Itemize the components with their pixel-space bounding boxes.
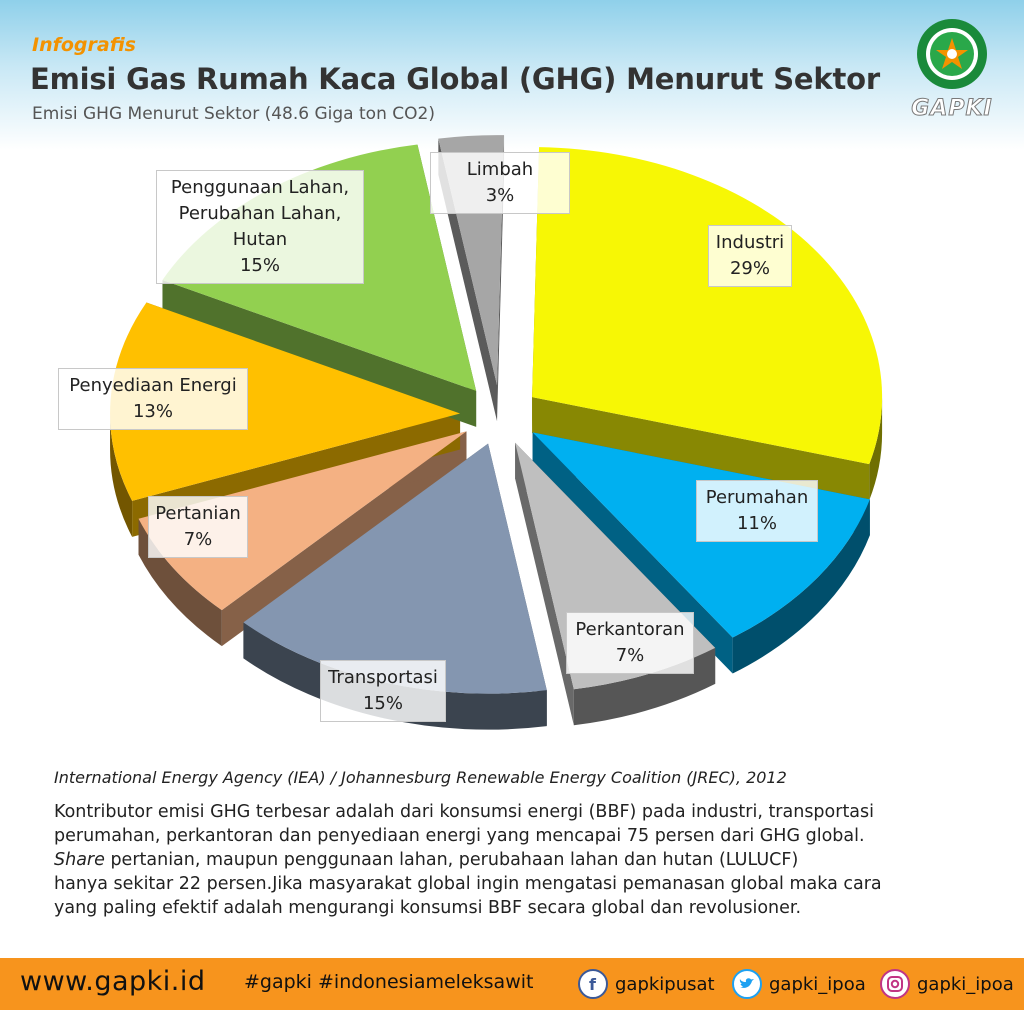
pie-slice-industri-side	[869, 397, 883, 501]
facebook-handle: gapkipusat	[615, 973, 715, 995]
label-perumahan: Perumahan 11%	[696, 480, 818, 542]
pie-slice-perumahan-side	[732, 499, 870, 674]
description-line-4: hanya sekitar 22 persen.Jika masyarakat …	[54, 874, 882, 894]
label-perkantoran-name: Perkantoran	[575, 619, 685, 640]
pie-chart	[110, 135, 883, 730]
label-limbah-pct: 3%	[485, 185, 515, 206]
label-perkantoran: Perkantoran 7%	[566, 612, 694, 674]
label-pertanian-name: Pertanian	[155, 503, 241, 524]
pie-slice-industri-wall-end	[532, 397, 870, 501]
pie-slice-perkantoran-wall-end	[515, 442, 574, 726]
label-lahan-pct: 15%	[239, 255, 280, 276]
pie-slice-industri	[532, 147, 883, 465]
description-line-5: yang paling efektif adalah mengurangi ko…	[54, 898, 802, 918]
instagram-icon	[880, 969, 910, 999]
svg-text:f: f	[589, 975, 597, 994]
label-transportasi: Transportasi 15%	[320, 660, 446, 722]
description-text: Kontributor emisi GHG terbesar adalah da…	[54, 800, 964, 920]
kicker-label: Infografis	[32, 34, 136, 56]
source-citation: International Energy Agency (IEA) / Joha…	[54, 768, 787, 787]
description-italic-share: Share	[54, 850, 105, 870]
twitter-link[interactable]: gapki_ipoa	[732, 967, 866, 1001]
twitter-handle: gapki_ipoa	[769, 973, 866, 995]
label-lahan-line3: Hutan	[232, 229, 288, 250]
label-penggunaan-lahan: Penggunaan Lahan, Perubahan Lahan, Hutan…	[156, 170, 364, 284]
gapki-seal-icon	[917, 19, 987, 89]
pie-slice-pertanian	[138, 431, 467, 611]
label-energi-pct: 13%	[132, 401, 173, 422]
pie-slice-penyediaan-energi	[110, 302, 461, 501]
label-pertanian-pct: 7%	[183, 529, 213, 550]
hashtags: #gapki #indonesiameleksawit	[244, 971, 534, 993]
pie-slice-transportasi-side	[243, 622, 547, 730]
twitter-icon	[732, 969, 762, 999]
label-industri-pct: 29%	[729, 258, 770, 279]
label-industri-name: Industri	[715, 232, 785, 253]
facebook-icon: f	[578, 969, 608, 999]
pie-slice-penyediaan-energi-side	[110, 413, 133, 537]
header-background	[0, 0, 1024, 150]
pie-slice-pertanian-side	[138, 518, 222, 647]
facebook-link[interactable]: f gapkipusat	[578, 967, 715, 1001]
label-lahan-line2: Perubahan Lahan,	[178, 203, 342, 224]
description-line-3-rest: pertanian, maupun penggunaan lahan, peru…	[104, 850, 799, 870]
label-pertanian: Pertanian 7%	[148, 496, 248, 558]
label-limbah: Limbah 3%	[430, 152, 570, 214]
instagram-handle: gapki_ipoa	[917, 973, 1014, 995]
label-perumahan-pct: 11%	[736, 513, 777, 534]
label-perumahan-name: Perumahan	[705, 487, 809, 508]
gapki-logo-text: GAPKI	[911, 96, 993, 122]
website-link[interactable]: www.gapki.id	[20, 966, 206, 997]
page-title: Emisi Gas Rumah Kaca Global (GHG) Menuru…	[30, 62, 880, 96]
description-line-1: Kontributor emisi GHG terbesar adalah da…	[54, 802, 875, 822]
pie-slice-pertanian-wall-start	[221, 431, 467, 647]
label-industri: Industri 29%	[708, 225, 792, 287]
label-lahan-line1: Penggunaan Lahan,	[170, 177, 350, 198]
gapki-logo: GAPKI	[896, 16, 1008, 124]
label-perkantoran-pct: 7%	[615, 645, 645, 666]
label-transportasi-name: Transportasi	[328, 667, 438, 688]
label-transportasi-pct: 15%	[362, 693, 403, 714]
description-line-3: Share pertanian, maupun penggunaan lahan…	[54, 848, 964, 872]
chart-subtitle: Emisi GHG Menurut Sektor (48.6 Giga ton …	[32, 104, 435, 124]
label-energi-name: Penyediaan Energi	[69, 375, 237, 396]
label-penyediaan-energi: Penyediaan Energi 13%	[58, 368, 248, 430]
footer-bar: www.gapki.id #gapki #indonesiameleksawit…	[0, 958, 1024, 1010]
instagram-link[interactable]: gapki_ipoa	[880, 967, 1014, 1001]
pie-slice-penggunaan-lahan-wall-start	[162, 279, 477, 427]
label-limbah-name: Limbah	[466, 159, 534, 180]
pie-slice-transportasi	[243, 443, 547, 694]
description-line-2: perumahan, perkantoran dan penyediaan en…	[54, 826, 865, 846]
